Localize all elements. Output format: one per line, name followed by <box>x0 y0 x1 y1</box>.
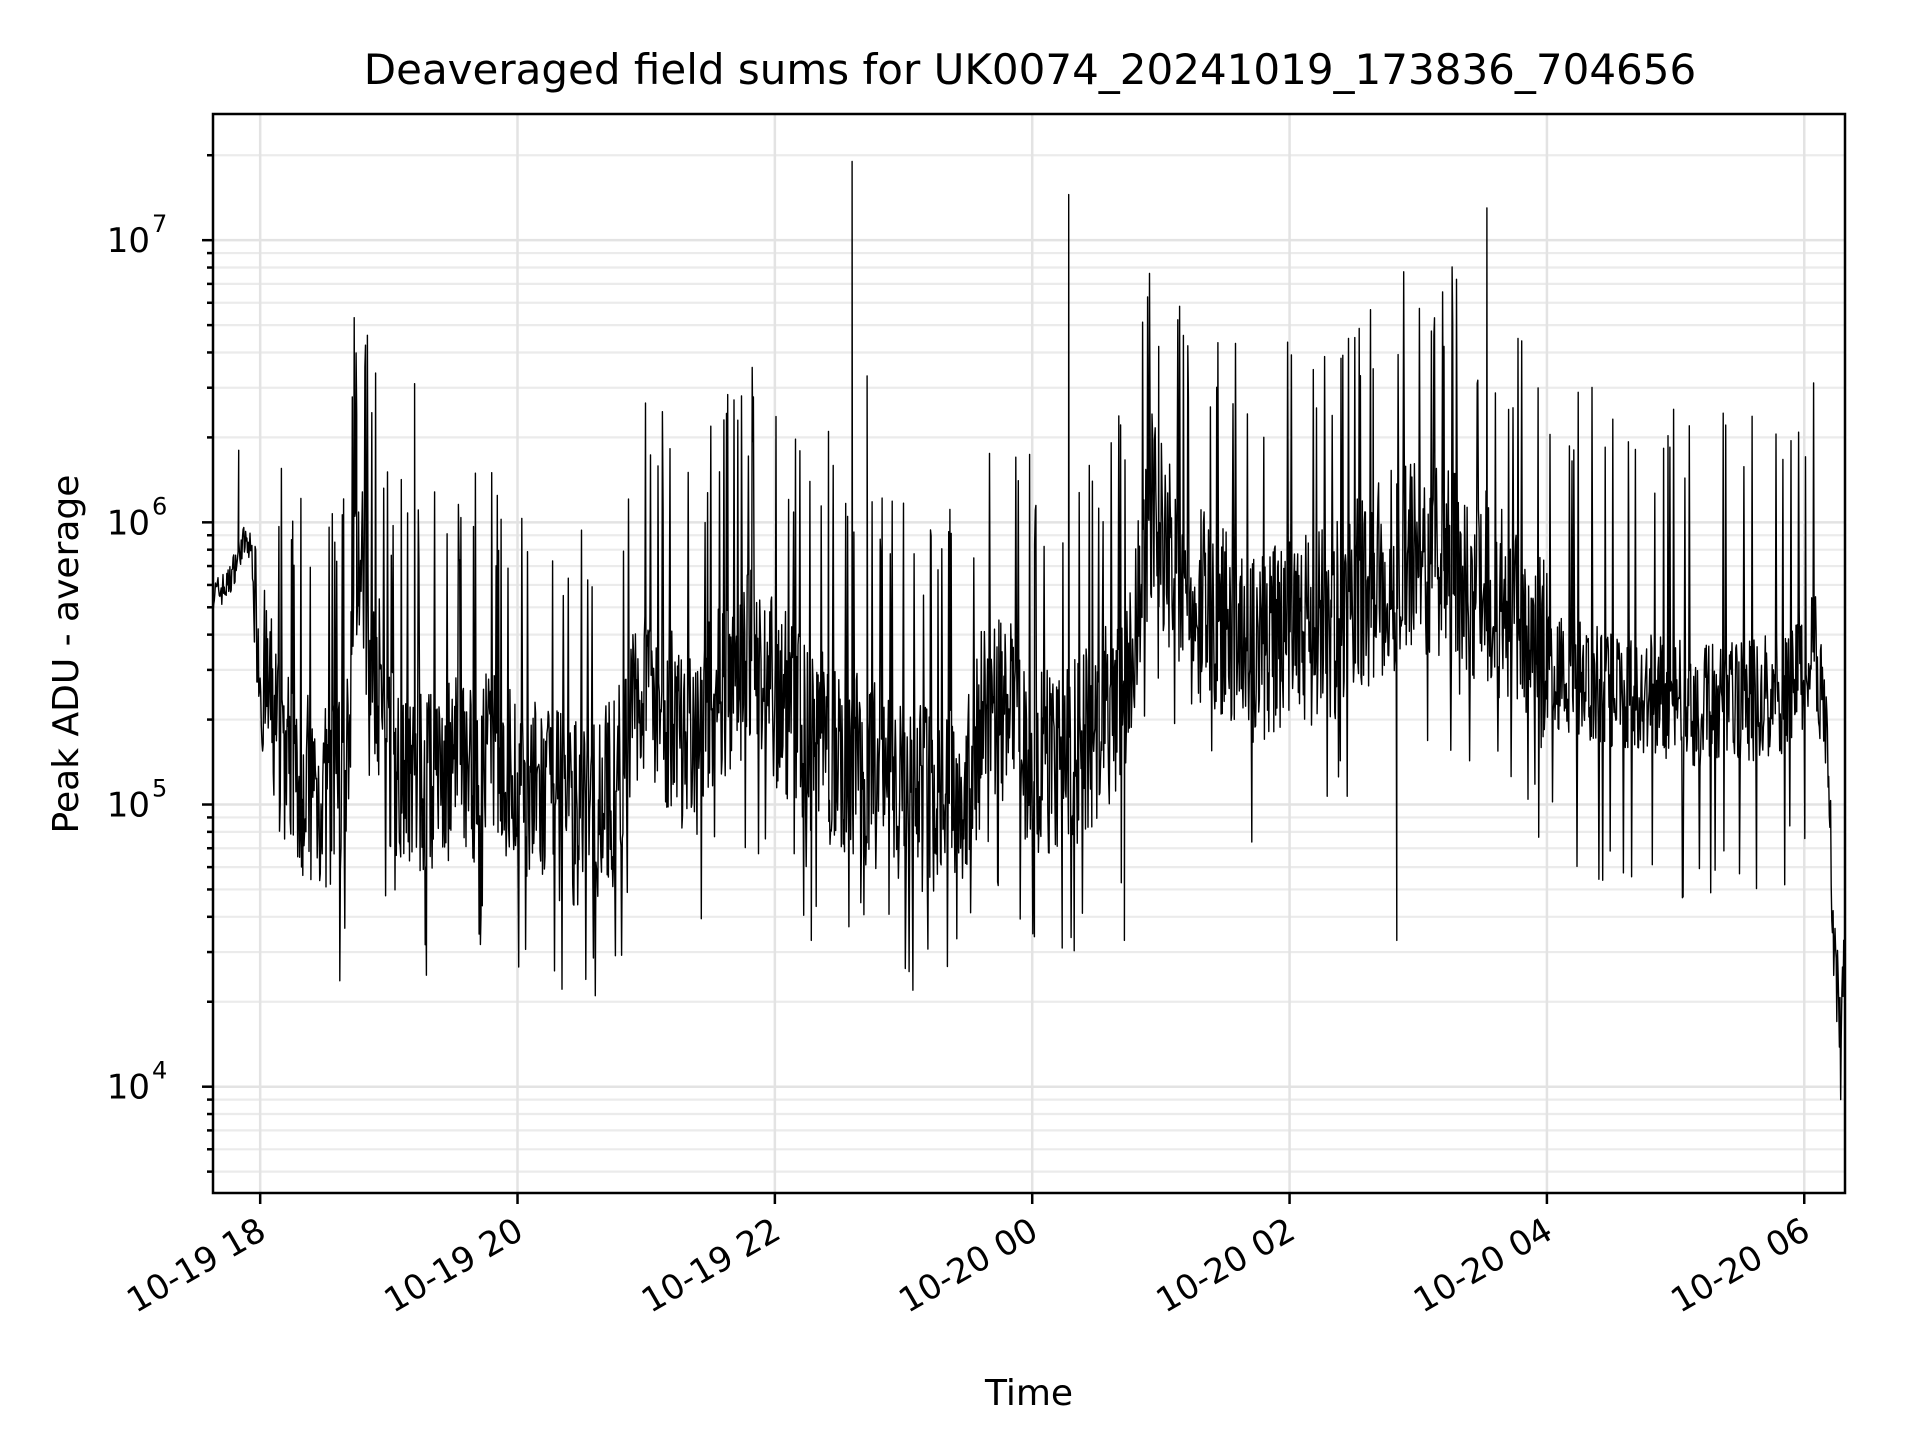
x-axis-label: Time <box>984 1373 1073 1414</box>
chart-title: Deaveraged field sums for UK0074_2024101… <box>364 45 1696 94</box>
y-tick-label: 10 <box>107 221 150 261</box>
y-tick-exponent: 6 <box>152 492 167 520</box>
y-tick-label: 10 <box>107 1068 150 1108</box>
y-tick-label: 10 <box>107 503 150 543</box>
plot-frame <box>211 112 1847 1195</box>
y-axis-label: Peak ADU - average <box>46 475 87 834</box>
y-tick-exponent: 7 <box>152 210 167 238</box>
y-tick-label: 10 <box>107 786 150 826</box>
series-line <box>212 160 1846 1101</box>
y-tick-exponent: 4 <box>152 1057 167 1085</box>
series-layer <box>212 160 1846 1101</box>
y-tick-exponent: 5 <box>152 775 167 803</box>
